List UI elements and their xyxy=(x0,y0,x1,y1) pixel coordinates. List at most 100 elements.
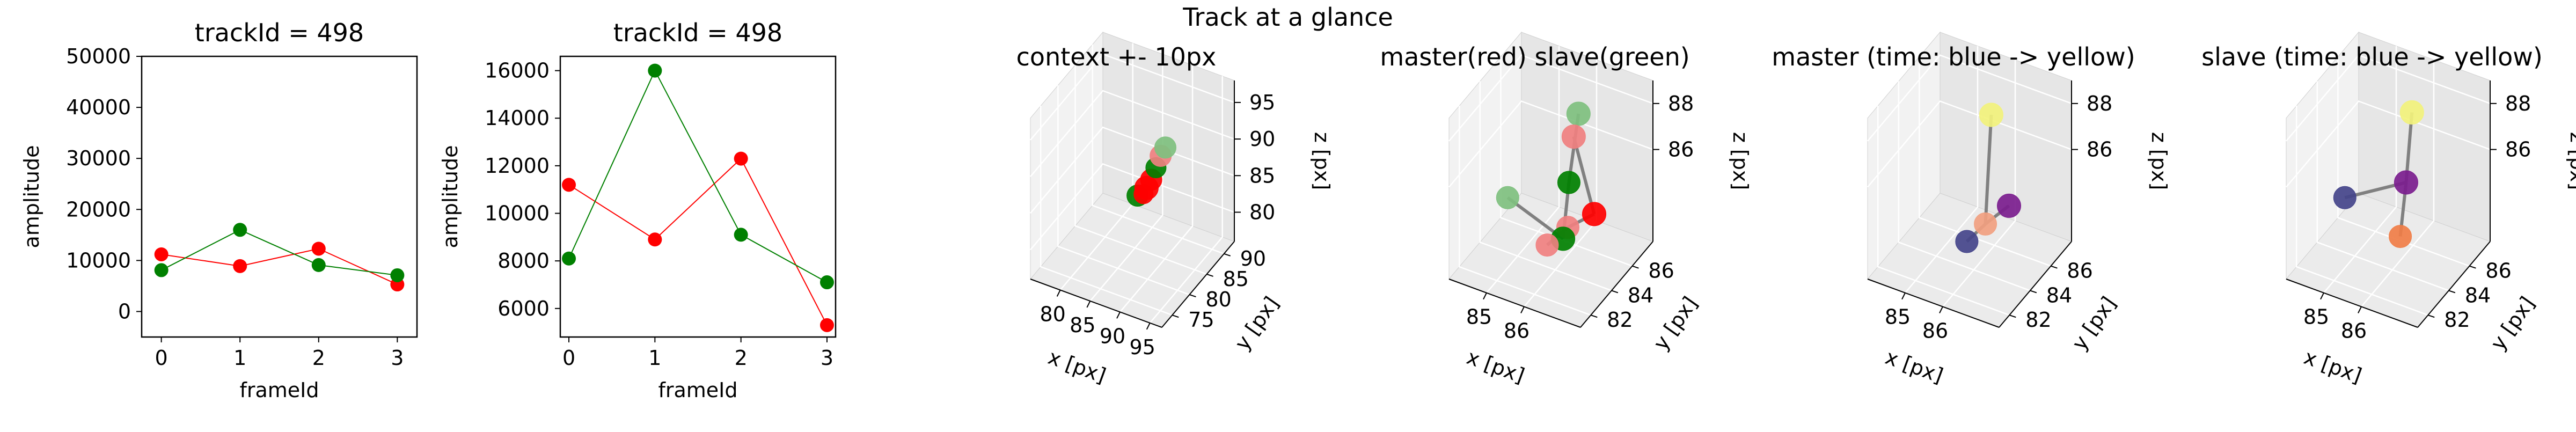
y-tick-label: 90 xyxy=(1240,247,1266,270)
x-tick-label: 86 xyxy=(2341,319,2367,342)
track-point xyxy=(1133,184,1154,204)
grid-line-x xyxy=(1942,60,2016,307)
grid-line-z xyxy=(1867,54,2072,142)
x-tick xyxy=(1901,292,1906,300)
y-tick xyxy=(2009,314,2016,318)
x-tick xyxy=(2358,306,2362,313)
grid-line-z xyxy=(1030,126,1235,214)
grid-line-y xyxy=(1459,106,1591,316)
z-tick-label: 85 xyxy=(1249,164,1275,187)
grid-line-z xyxy=(1448,100,1653,188)
z-tick-label: 95 xyxy=(1249,91,1275,114)
grid-line-y xyxy=(2296,106,2428,316)
track-point xyxy=(2399,100,2424,125)
chart-title: master(red) slave(green) xyxy=(1380,42,1689,71)
z-axis-label: z [px] xyxy=(2147,132,2171,190)
grid-line-z xyxy=(1867,100,2072,188)
y-tick xyxy=(1224,253,1231,257)
series-point-0 xyxy=(154,247,169,261)
y-tick-label: 6000 xyxy=(497,297,550,320)
series-point-1 xyxy=(648,63,662,78)
z-axis-label: z [px] xyxy=(1310,132,1334,190)
series-point-1 xyxy=(311,258,326,272)
track-point xyxy=(1154,136,1176,159)
plot-frame xyxy=(559,55,837,338)
y-tick-label: 84 xyxy=(2046,283,2072,307)
z-tick-label: 86 xyxy=(2087,138,2112,162)
series-point-1 xyxy=(562,251,576,266)
y-tick-label: 84 xyxy=(2465,283,2491,307)
series-line-1 xyxy=(161,229,398,276)
series-line-1 xyxy=(568,69,828,283)
z-tick-label: 88 xyxy=(2505,92,2531,115)
y-tick-label: 30000 xyxy=(66,147,131,170)
series-point-1 xyxy=(390,268,405,282)
y-axis-label: amplitude xyxy=(438,145,462,248)
z-tick-label: 80 xyxy=(1249,200,1275,224)
y-tick xyxy=(1189,294,1196,297)
series-point-1 xyxy=(233,223,247,237)
amplitude-chart-2: 6000 8000 10000 12000 14000 16000 0 1 2 3 trackId … xyxy=(438,18,837,402)
x-axis-label: frameId xyxy=(239,378,319,402)
x-tick xyxy=(1520,306,1525,313)
chart-title: trackId = 498 xyxy=(195,18,364,47)
grid-line-z xyxy=(1030,53,1235,141)
grid-line-y xyxy=(1040,106,1173,316)
y-tick-label: 10000 xyxy=(485,202,550,225)
grid-line-x xyxy=(1486,46,1560,294)
track-link xyxy=(1984,114,1993,224)
track-point xyxy=(1496,186,1519,209)
y-tick-label: 0 xyxy=(118,299,131,323)
y-tick xyxy=(2427,314,2435,318)
z-axis-label: z [px] xyxy=(1729,132,1752,190)
x-tick-label: 3 xyxy=(821,346,833,370)
track-point xyxy=(1974,212,1997,236)
y-tick xyxy=(2469,265,2476,269)
grid-line-x xyxy=(1119,65,1194,313)
x-tick-label: 85 xyxy=(1885,305,1911,329)
grid-line-y xyxy=(1057,85,1190,296)
track-point xyxy=(1979,102,2003,127)
x-axis-label: frameId xyxy=(658,378,737,402)
x-tick xyxy=(2320,292,2324,300)
x-tick xyxy=(1086,301,1091,308)
y-tick-label: 10000 xyxy=(66,248,131,272)
y-tick xyxy=(1172,314,1179,318)
y-tick xyxy=(1632,265,1639,269)
grid-line-z xyxy=(1030,90,1235,177)
grid-line-y xyxy=(2337,56,2470,267)
grid-line-y xyxy=(1479,81,1612,291)
grid-line-y xyxy=(1877,106,2010,316)
y-tick-label: 85 xyxy=(1223,267,1249,291)
chart-title: slave (time: blue -> yellow) xyxy=(2201,42,2543,71)
x-tick-label: 86 xyxy=(1922,319,1948,342)
grid-line-x xyxy=(1149,76,1223,324)
series-point-0 xyxy=(819,318,834,332)
track-point xyxy=(2394,170,2418,195)
y-axis-label: y [px] xyxy=(1230,292,1284,355)
track-point xyxy=(2333,186,2357,209)
x-tick xyxy=(1056,290,1061,297)
x-axis-line xyxy=(1448,279,1581,328)
grid-line-x xyxy=(2323,46,2397,294)
grid-line-x xyxy=(1905,46,1979,294)
grid-line-y xyxy=(1898,81,2031,291)
y-axis-line xyxy=(1161,241,1235,328)
y-axis-line xyxy=(1999,241,2072,328)
y-tick xyxy=(2051,265,2058,269)
y-axis-line xyxy=(1580,241,1653,328)
x-tick-label: 0 xyxy=(155,346,168,370)
x-tick-label: 85 xyxy=(1070,313,1095,337)
track-link xyxy=(1572,136,1596,215)
x-tick-label: 0 xyxy=(562,346,575,370)
x-tick xyxy=(1116,311,1121,319)
y-tick xyxy=(1206,274,1213,277)
y-tick-label: 16000 xyxy=(485,59,550,83)
series-line-0 xyxy=(568,157,828,326)
x-tick-label: 85 xyxy=(1466,305,1492,329)
grid-line-y xyxy=(1092,44,1225,255)
